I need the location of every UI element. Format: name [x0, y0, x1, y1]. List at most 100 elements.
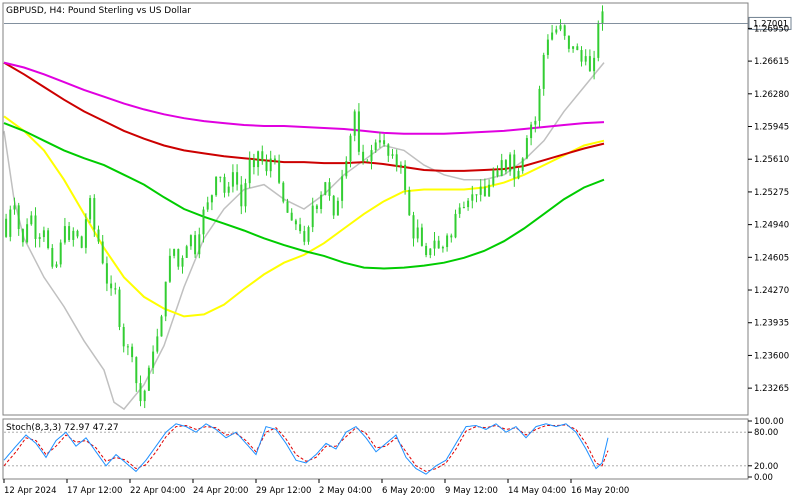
candle-body	[378, 140, 381, 143]
candle-body	[345, 160, 348, 177]
x-tick-label: 29 Apr 12:00	[256, 486, 311, 496]
x-tick-label: 17 Apr 12:00	[67, 486, 122, 496]
candle-body	[131, 346, 134, 358]
candle-body	[475, 194, 478, 196]
y-tick-label: 1.23600	[754, 351, 789, 361]
candle-body	[383, 140, 386, 145]
candle-body	[370, 150, 373, 161]
candle-body	[143, 390, 146, 402]
candle-body	[114, 288, 117, 290]
candle-body	[236, 172, 239, 185]
candle-body	[299, 224, 302, 232]
candle-body	[294, 220, 297, 225]
candle-body	[118, 289, 121, 327]
candle-body	[336, 200, 339, 216]
candle-body	[387, 144, 390, 156]
candle-body	[215, 176, 218, 196]
candle-body	[521, 158, 524, 171]
candle-body	[492, 170, 495, 185]
current-price-line: 1.27001	[4, 16, 792, 30]
candle-body	[500, 160, 503, 177]
candle-body	[374, 142, 377, 151]
y-tick-label: 1.25945	[754, 123, 789, 133]
candle-body	[185, 246, 188, 258]
candle-body	[227, 186, 230, 193]
candle-body	[126, 346, 129, 348]
candle-body	[189, 235, 192, 247]
candle-body	[362, 151, 365, 161]
candle-body	[546, 39, 549, 55]
y-tick-label: 1.23265	[754, 384, 789, 394]
candle-body	[324, 182, 327, 195]
candle-body	[21, 229, 24, 243]
x-tick-label: 6 May 20:00	[382, 486, 435, 496]
candle-body	[122, 326, 125, 347]
candle-body	[261, 151, 264, 162]
x-tick-label: 2 May 04:00	[319, 486, 372, 496]
candle-body	[437, 240, 440, 249]
candle-body	[252, 159, 255, 168]
candle-body	[63, 226, 66, 243]
candle-body	[399, 164, 402, 167]
candle-body	[194, 235, 197, 255]
candle-body	[513, 154, 516, 179]
price-pane[interactable]	[2, 2, 749, 416]
candle-body	[152, 351, 155, 368]
osc-level-label: 0.00	[754, 473, 773, 483]
candle-body	[72, 230, 75, 240]
candle-body	[278, 160, 281, 183]
candle-body	[593, 57, 596, 72]
candle-body	[273, 158, 276, 161]
ma-line-ma_long	[3, 122, 605, 270]
candle-body	[97, 229, 100, 242]
candle-body	[446, 235, 449, 248]
candle-body	[332, 195, 335, 216]
candle-body	[9, 209, 12, 237]
candle-body	[89, 198, 92, 220]
candle-body	[219, 176, 222, 178]
candle-body	[391, 154, 394, 156]
candle-body	[441, 247, 444, 249]
candle-body	[240, 184, 243, 207]
y-tick-label: 1.24270	[754, 286, 789, 296]
candle-body	[147, 367, 150, 391]
candle-body	[404, 164, 407, 191]
x-tick-label: 12 Apr 2024	[4, 486, 57, 496]
price-axis: 1.26950 1.26615 1.26280 1.25945 1.25610 1.252…	[748, 24, 789, 394]
oscillator-pane[interactable]	[2, 418, 749, 480]
x-tick-label: 16 May 20:00	[571, 486, 629, 496]
candle-body	[341, 176, 344, 201]
candle-body	[307, 227, 310, 242]
candle-body	[416, 227, 419, 239]
candle-body	[576, 46, 579, 51]
candle-body	[177, 249, 180, 267]
candle-body	[231, 172, 234, 187]
candle-body	[38, 237, 41, 239]
candle-body	[563, 25, 566, 36]
candle-body	[55, 264, 58, 267]
candle-body	[601, 11, 604, 24]
candle-body	[467, 200, 470, 208]
candle-body	[26, 224, 29, 243]
candle-body	[51, 248, 54, 267]
candle-body	[551, 32, 554, 40]
candle-body	[47, 230, 50, 249]
candle-body	[525, 138, 528, 159]
candle-body	[202, 209, 205, 235]
candle-body	[597, 23, 600, 58]
oscillator-label: Stoch(8,3,3) 72.97 47.27	[6, 423, 119, 433]
candle-body	[408, 190, 411, 216]
candle-body	[286, 201, 289, 213]
candle-body	[139, 383, 142, 402]
candle-body	[588, 56, 591, 72]
y-tick-label: 1.26615	[754, 57, 789, 67]
y-tick-label: 1.24940	[754, 221, 789, 231]
time-axis: 12 Apr 2024 17 Apr 12:00 22 Apr 04:00 24 Ap…	[3, 479, 629, 496]
candle-body	[135, 357, 138, 384]
candle-body	[328, 182, 331, 196]
candle-body	[488, 184, 491, 197]
candlesticks	[5, 5, 604, 409]
candle-body	[420, 227, 423, 246]
osc-level-label: 100.00	[754, 417, 784, 427]
